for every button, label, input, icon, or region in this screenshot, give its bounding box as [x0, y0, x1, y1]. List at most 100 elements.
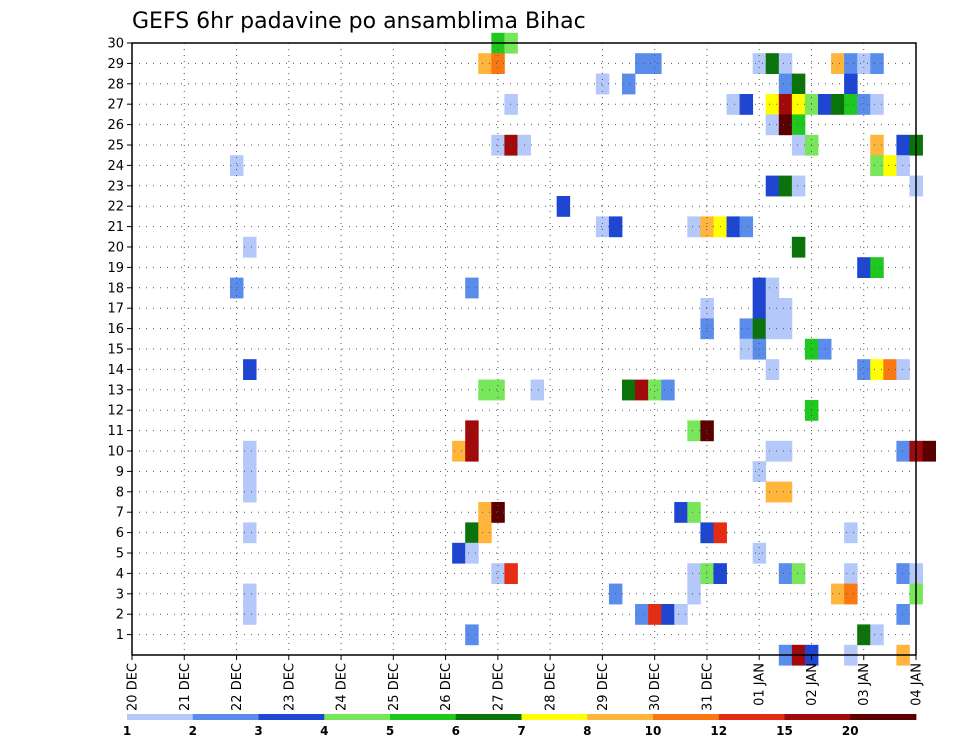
x-tick-label: 30 DEC — [648, 663, 663, 711]
heatmap-cell — [726, 94, 740, 115]
heatmap-cell — [465, 420, 479, 442]
colorbar-swatch — [587, 714, 654, 720]
heatmap-cell — [243, 583, 257, 605]
colorbar-swatch — [258, 714, 325, 720]
y-tick-label: 19 — [107, 261, 124, 276]
heatmap-cell — [648, 379, 662, 401]
chart-title: GEFS 6hr padavine po ansamblima Bihac — [132, 9, 586, 34]
heatmap-cell — [896, 563, 910, 584]
heatmap-cell — [752, 53, 767, 74]
heatmap-cell — [857, 359, 871, 380]
colorbar-label: 12 — [710, 724, 727, 738]
heatmap-cell — [674, 604, 688, 625]
grid-lines — [132, 43, 916, 655]
x-tick-label: 20 DEC — [126, 663, 141, 711]
heatmap-cell — [635, 604, 649, 625]
heatmap-cell — [478, 379, 492, 401]
heatmap-cell — [452, 542, 466, 564]
heatmap-cell — [687, 420, 701, 442]
heatmap-cell — [765, 318, 780, 340]
colorbar-label: 10 — [645, 724, 662, 738]
x-tick-label: 01 JAN — [753, 663, 768, 706]
heatmap-cell — [896, 604, 910, 625]
heatmap-cell — [765, 359, 780, 380]
colorbar-label: 3 — [254, 724, 262, 738]
y-tick-label: 10 — [107, 445, 124, 460]
colorbar-label: 5 — [386, 724, 394, 738]
heatmap-cell — [491, 563, 505, 584]
heatmap-cell — [791, 94, 806, 115]
heatmap-cell — [896, 134, 910, 156]
heatmap-cell — [870, 53, 884, 74]
heatmap-cell — [700, 216, 714, 238]
heatmap-cell — [752, 318, 767, 340]
heatmap-cell — [648, 53, 662, 74]
heatmap-cell — [857, 624, 871, 646]
heatmap-cell — [595, 216, 610, 238]
heatmap-cell — [844, 583, 858, 605]
y-tick-label: 25 — [107, 139, 124, 154]
heatmap-cell — [870, 624, 884, 646]
heatmap-cell — [765, 277, 780, 299]
heatmap-cell — [883, 155, 897, 176]
heatmap-cell — [700, 318, 714, 340]
heatmap-cell — [452, 440, 466, 462]
heatmap-cell — [765, 94, 780, 115]
heatmap-cell — [765, 114, 780, 136]
x-tick-label: 04 JAN — [910, 663, 925, 706]
x-tick-label: 31 DEC — [700, 663, 715, 711]
colorbar-label: 4 — [320, 724, 328, 738]
heatmap-cell — [635, 53, 649, 74]
heatmap-cell — [700, 298, 714, 319]
heatmap-cell — [635, 379, 649, 401]
heatmap-cell — [844, 53, 858, 74]
heatmap-cell — [243, 440, 257, 462]
heatmap-cell — [778, 53, 793, 74]
y-tick-label: 7 — [116, 506, 124, 521]
heatmap-cell — [465, 440, 479, 462]
y-tick-label: 9 — [116, 465, 124, 480]
heatmap-cell — [818, 338, 832, 360]
colorbar-swatch — [390, 714, 457, 720]
heatmap-cell — [778, 175, 793, 197]
heatmap-cell — [765, 440, 780, 462]
heatmap-cell — [778, 73, 793, 95]
heatmap-cell — [844, 563, 858, 584]
heatmap-cell — [883, 359, 897, 380]
y-tick-label: 27 — [107, 98, 124, 113]
heatmap-cell — [765, 298, 780, 319]
heatmap-cell — [491, 379, 505, 401]
heatmap-cell — [700, 563, 714, 584]
heatmap-cell — [687, 216, 701, 238]
x-tick-label: 21 DEC — [178, 663, 193, 711]
heatmap-cell — [556, 196, 571, 217]
heatmap-cell — [622, 73, 636, 95]
x-tick-label: 28 DEC — [544, 663, 559, 711]
x-tick-label: 23 DEC — [282, 663, 297, 711]
heatmap-cell — [831, 53, 845, 74]
y-tick-label: 5 — [116, 547, 124, 562]
heatmap-cell — [465, 624, 479, 646]
y-axis-ticks: 1234567891011121314151617181920212223242… — [107, 37, 132, 643]
colorbar-label: 7 — [517, 724, 525, 738]
heatmap-cell — [870, 134, 884, 156]
y-tick-label: 2 — [116, 608, 124, 623]
y-tick-label: 18 — [107, 281, 124, 296]
heatmap-cell — [243, 359, 257, 380]
y-tick-label: 23 — [107, 179, 124, 194]
y-tick-label: 20 — [107, 241, 124, 256]
heatmap-cell — [243, 461, 257, 482]
x-tick-label: 25 DEC — [387, 663, 402, 711]
heatmap-cell — [791, 134, 806, 156]
colorbar-label: 1 — [123, 724, 131, 738]
heatmap-cell — [870, 359, 884, 380]
colorbar-label: 20 — [842, 724, 859, 738]
heatmap-cell — [778, 298, 793, 319]
y-tick-label: 12 — [107, 404, 124, 419]
y-tick-label: 1 — [116, 628, 124, 643]
heatmap-cell — [896, 155, 910, 176]
heatmap-cell — [818, 94, 832, 115]
heatmap-cell — [844, 522, 858, 544]
heatmap-cell — [831, 583, 845, 605]
